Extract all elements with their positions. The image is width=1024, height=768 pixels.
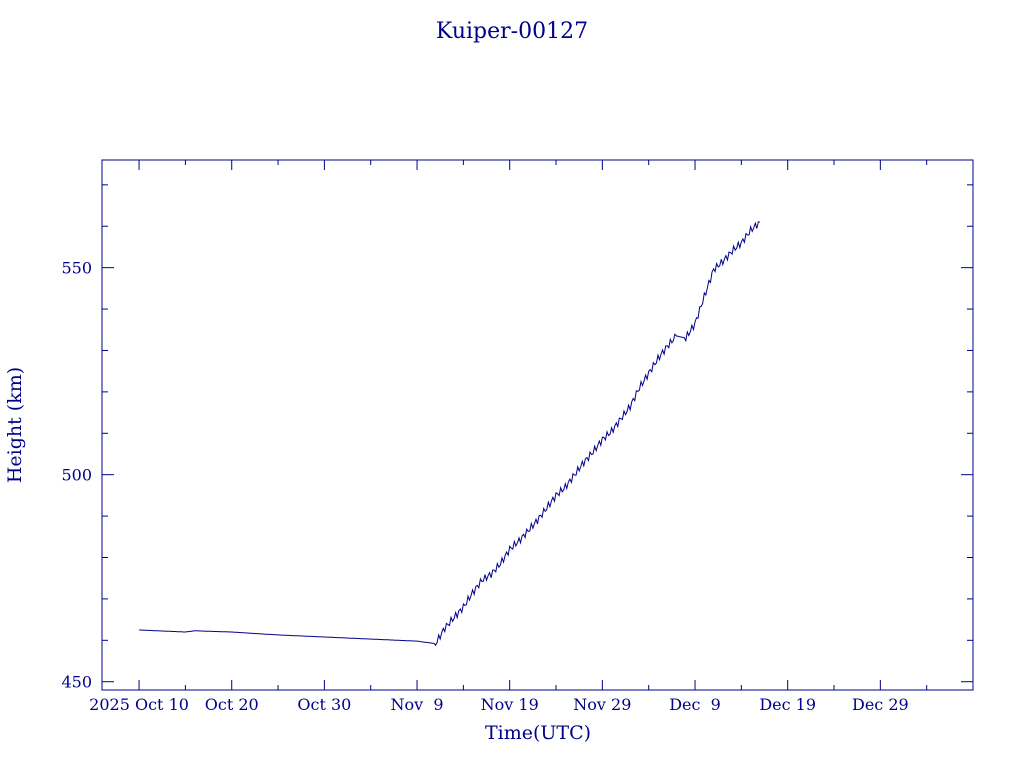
axis-ticks xyxy=(102,160,974,690)
x-tick-label: Oct 30 xyxy=(297,695,351,714)
x-tick-label: Nov 29 xyxy=(573,695,631,714)
y-axis-label: Height (km) xyxy=(4,367,26,483)
x-tick-label: Dec 19 xyxy=(759,695,816,714)
x-tick-label: Dec 9 xyxy=(669,695,721,714)
y-tick-label: 450 xyxy=(61,673,92,692)
y-tick-label: 500 xyxy=(61,466,92,485)
y-axis-tick-labels: 450 500 550 xyxy=(61,259,92,692)
x-tick-label: Oct 20 xyxy=(205,695,259,714)
x-axis-tick-labels: 2025 Oct 10 Oct 20 Oct 30 Nov 9 Nov 19 Nov 29… xyxy=(89,695,909,714)
x-tick-label: Dec 29 xyxy=(852,695,909,714)
x-tick-label: Nov 9 xyxy=(391,695,444,714)
x-axis-label: Time(UTC) xyxy=(485,722,591,744)
plot-frame xyxy=(101,159,974,691)
x-tick-label: Nov 19 xyxy=(481,695,539,714)
height-series-line xyxy=(139,221,760,647)
chart-title: Kuiper-00127 xyxy=(436,19,588,44)
x-tick-label: 2025 Oct 10 xyxy=(89,695,189,714)
y-tick-label: 550 xyxy=(61,259,92,278)
